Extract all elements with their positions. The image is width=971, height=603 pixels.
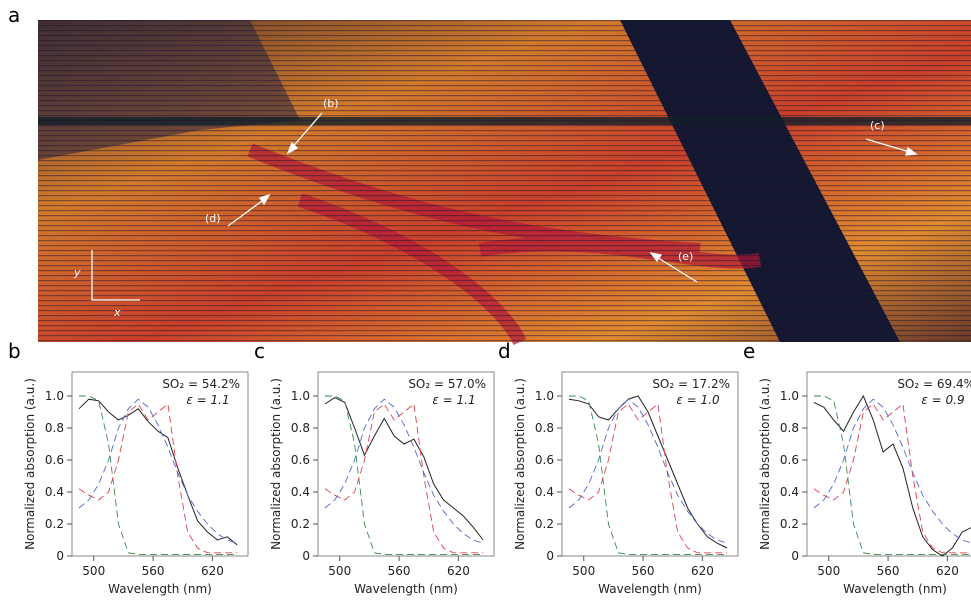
y-tick-label: 0.4 <box>535 485 554 499</box>
scan-texture <box>38 20 971 342</box>
y-tick-label: 0.4 <box>45 485 64 499</box>
spectrum-line <box>78 403 238 554</box>
y-axis-label: Normalized absorption (a.u.) <box>23 378 37 550</box>
y-tick-label: 0.2 <box>45 517 64 531</box>
x-tick-label: 560 <box>388 564 411 578</box>
y-tick-label: 0.2 <box>780 517 799 531</box>
annotation: (c) <box>870 119 885 132</box>
y-tick-label: 0.8 <box>45 421 64 435</box>
plot-frame <box>317 371 495 557</box>
y-tick-label: 1.0 <box>291 389 310 403</box>
x-axis-label: Wavelength (nm) <box>108 582 212 596</box>
spectrum-line <box>78 395 238 555</box>
spectrum-line <box>568 403 728 554</box>
y-tick-label: 0.4 <box>780 485 799 499</box>
spectrum-line <box>813 394 971 557</box>
annotation: (b) <box>323 97 339 110</box>
spectrum-line <box>813 398 971 544</box>
arrows <box>91 112 918 301</box>
y-tick-label: 0.6 <box>535 453 554 467</box>
y-tick-label: 0.2 <box>535 517 554 531</box>
annotation: ε = 1.1 <box>186 393 229 407</box>
axis-indicator: x <box>113 306 121 319</box>
y-tick-label: 0 <box>56 549 64 563</box>
panel-label: c <box>254 339 265 363</box>
annotation: ε = 1.0 <box>676 393 720 407</box>
spectrum-line <box>324 395 484 555</box>
spectrum-line <box>568 395 728 549</box>
x-axis-label: Wavelength (nm) <box>843 582 947 596</box>
y-tick-label: 0.8 <box>535 421 554 435</box>
spectrum-line <box>568 395 728 555</box>
axis-indicator: y <box>73 266 81 279</box>
x-tick-label: 620 <box>936 564 959 578</box>
x-tick-label: 560 <box>877 564 900 578</box>
spectrum-line <box>568 398 728 544</box>
spectrum-line <box>324 403 484 554</box>
y-tick-label: 0.8 <box>291 421 310 435</box>
y-axis-label: Normalized absorption (a.u.) <box>269 378 283 550</box>
panel-label: d <box>498 339 511 363</box>
spectrum-line <box>324 397 484 541</box>
y-axis-label: Normalized absorption (a.u.) <box>513 378 527 550</box>
spectrum-line <box>78 398 238 546</box>
annotation: SO₂ = 17.2% <box>652 377 730 391</box>
x-tick-label: 560 <box>632 564 655 578</box>
y-tick-label: 0.6 <box>45 453 64 467</box>
annotation: (d) <box>205 212 221 225</box>
y-tick-label: 0 <box>546 549 554 563</box>
y-tick-label: 0 <box>791 549 799 563</box>
annotation: SO₂ = 57.0% <box>408 377 486 391</box>
panel-label: e <box>743 339 755 363</box>
panel-label: b <box>8 339 21 363</box>
spectrum-line <box>78 398 238 544</box>
y-tick-label: 1.0 <box>535 389 554 403</box>
x-tick-label: 620 <box>691 564 714 578</box>
y-tick-label: 0.8 <box>780 421 799 435</box>
x-tick-label: 620 <box>447 564 470 578</box>
hyperspectral-image: (b) (c) (d) (e) y x <box>38 20 971 346</box>
annotation: SO₂ = 69.4% <box>897 377 971 391</box>
y-tick-label: 1.0 <box>780 389 799 403</box>
spectrum-line <box>324 398 484 544</box>
annotation: ε = 0.9 <box>921 393 964 407</box>
y-tick-label: 0.4 <box>291 485 310 499</box>
annotation: (e) <box>678 250 693 263</box>
x-tick-label: 500 <box>572 564 595 578</box>
x-tick-label: 500 <box>817 564 840 578</box>
y-tick-label: 1.0 <box>45 389 64 403</box>
panel-label: a <box>8 3 20 27</box>
y-tick-label: 0.6 <box>780 453 799 467</box>
x-tick-label: 500 <box>82 564 105 578</box>
plot-frame <box>561 371 739 557</box>
y-tick-label: 0.2 <box>291 517 310 531</box>
y-tick-label: 0.6 <box>291 453 310 467</box>
x-axis-label: Wavelength (nm) <box>354 582 458 596</box>
y-tick-label: 0 <box>302 549 310 563</box>
spectrum-line <box>813 403 971 554</box>
x-axis-label: Wavelength (nm) <box>598 582 702 596</box>
x-tick-label: 500 <box>328 564 351 578</box>
annotation: ε = 1.1 <box>432 393 475 407</box>
x-tick-label: 620 <box>201 564 224 578</box>
plot-frame <box>806 371 971 557</box>
x-tick-label: 560 <box>142 564 165 578</box>
plot-frame <box>71 371 249 557</box>
annotation: SO₂ = 54.2% <box>162 377 240 391</box>
spectrum-line <box>813 395 971 555</box>
y-axis-label: Normalized absorption (a.u.) <box>758 378 772 550</box>
